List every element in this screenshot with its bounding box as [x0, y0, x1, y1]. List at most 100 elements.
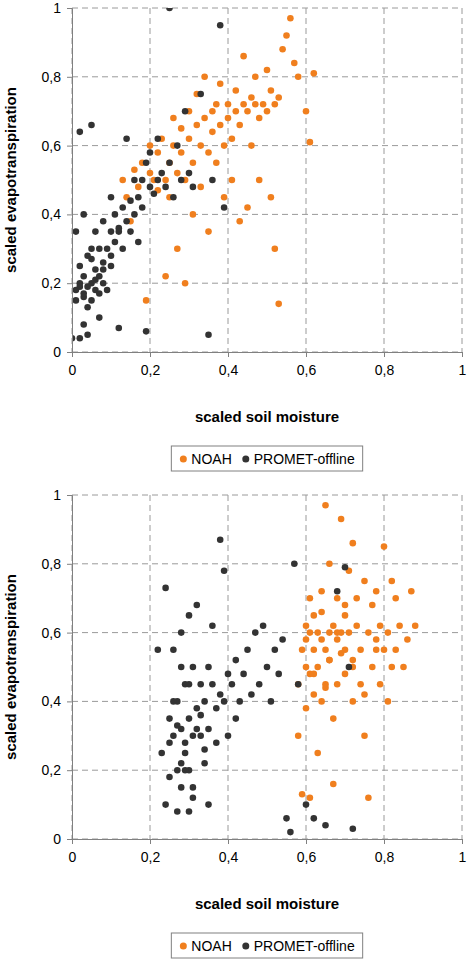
tick-label: 0,8 — [375, 849, 395, 865]
tick: 0,8 — [375, 352, 395, 378]
point — [338, 516, 345, 523]
point — [147, 149, 154, 156]
grid-line — [72, 76, 462, 77]
tick-mark — [67, 770, 72, 771]
tick-label: 0 — [69, 362, 77, 378]
point — [314, 664, 321, 671]
point — [190, 794, 197, 801]
tick-mark — [67, 146, 72, 147]
point — [314, 629, 321, 636]
point — [182, 739, 189, 746]
point — [209, 622, 216, 629]
y-axis: 00,20,40,60,81 — [42, 487, 73, 847]
tick: 0,8 — [375, 839, 395, 865]
tick: 0,4 — [42, 693, 72, 709]
point — [342, 671, 349, 678]
point — [240, 53, 247, 60]
point — [350, 657, 357, 664]
tick: 1 — [459, 352, 467, 378]
point — [108, 194, 115, 201]
point — [295, 733, 302, 740]
point — [186, 612, 193, 619]
point — [205, 664, 212, 671]
point — [264, 664, 271, 671]
tick: 0 — [69, 352, 77, 378]
point — [123, 135, 130, 142]
point — [353, 622, 360, 629]
point — [326, 561, 333, 568]
point — [248, 142, 255, 149]
point — [77, 283, 84, 290]
point — [158, 170, 165, 177]
grid-line — [72, 214, 462, 215]
point — [96, 314, 103, 321]
point — [377, 622, 384, 629]
point — [295, 681, 302, 688]
point — [162, 177, 169, 184]
point — [326, 657, 333, 664]
point — [147, 184, 154, 191]
point — [268, 194, 275, 201]
tick-label: 0,8 — [375, 362, 395, 378]
point — [147, 170, 154, 177]
point — [268, 87, 275, 94]
grid — [72, 8, 462, 352]
point — [131, 177, 138, 184]
point — [303, 108, 310, 115]
point — [178, 760, 185, 767]
point — [221, 698, 228, 705]
point — [77, 263, 84, 270]
point — [127, 197, 134, 204]
point — [151, 190, 158, 197]
point — [299, 791, 306, 798]
tick: 0,8 — [42, 69, 72, 85]
point — [209, 681, 216, 688]
point — [205, 801, 212, 808]
point — [112, 211, 119, 218]
point — [147, 142, 154, 149]
point — [236, 218, 243, 225]
point — [233, 715, 240, 722]
point — [190, 784, 197, 791]
point — [100, 266, 107, 273]
tick-mark — [150, 839, 151, 844]
tick-mark — [462, 839, 463, 844]
point — [318, 636, 325, 643]
point — [350, 825, 357, 832]
point — [373, 588, 380, 595]
point — [166, 8, 173, 11]
point — [170, 698, 177, 705]
tick-mark — [228, 839, 229, 844]
point — [143, 160, 150, 167]
point — [311, 70, 318, 77]
point — [260, 622, 267, 629]
tick: 0,6 — [42, 625, 72, 641]
point — [283, 815, 290, 822]
grid-line — [72, 145, 462, 146]
grid-line — [72, 495, 462, 496]
point — [346, 664, 353, 671]
point — [186, 135, 193, 142]
point — [186, 681, 193, 688]
point — [314, 750, 321, 757]
point — [361, 691, 368, 698]
point — [100, 280, 107, 287]
point — [139, 204, 146, 211]
point — [194, 602, 201, 609]
point — [182, 108, 189, 115]
point — [330, 781, 337, 788]
grid — [72, 495, 462, 839]
point — [197, 91, 204, 98]
point — [303, 705, 310, 712]
figure: 00,20,40,60,8100,20,40,60,81scaled soil … — [0, 0, 472, 974]
point — [162, 273, 169, 280]
point — [275, 301, 282, 308]
point — [209, 177, 216, 184]
tick-mark — [67, 214, 72, 215]
legend-label: NOAH — [191, 451, 231, 467]
point — [408, 588, 415, 595]
point — [170, 115, 177, 122]
point — [318, 698, 325, 705]
tick-mark — [306, 839, 307, 844]
point — [88, 297, 95, 304]
